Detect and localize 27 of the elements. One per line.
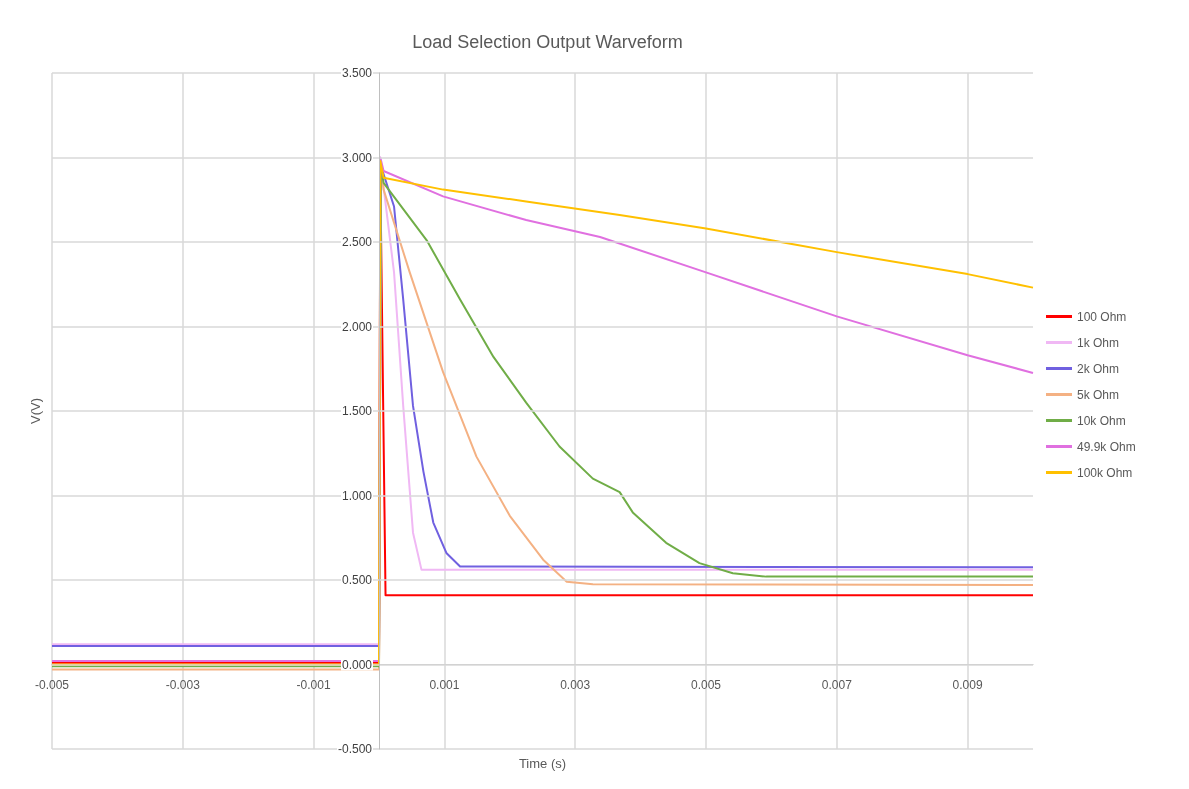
y-tick-label: 0.000	[341, 657, 373, 672]
y-tick-label: 2.000	[341, 319, 373, 334]
x-tick-label: -0.003	[165, 677, 201, 692]
x-tick-label: 0.009	[952, 677, 983, 692]
x-tick-label: 0.001	[429, 677, 460, 692]
x-axis-title: Time (s)	[518, 756, 567, 771]
y-tick-label: 2.500	[341, 235, 373, 249]
x-tick-label: -0.005	[34, 677, 70, 692]
x-tick-label: 0.005	[690, 677, 722, 692]
y-tick-label: 0.500	[341, 573, 373, 587]
legend-label: 100k Ohm	[1077, 465, 1133, 480]
legend-label: 100 Ohm	[1077, 309, 1127, 324]
y-tick-label: 3.500	[341, 66, 373, 80]
x-tick-label: 0.007	[821, 677, 853, 692]
legend-label: 5k Ohm	[1077, 387, 1120, 402]
x-tick-label: 0.003	[560, 677, 591, 692]
y-tick-label: 3.000	[341, 150, 373, 165]
legend-label: 1k Ohm	[1077, 335, 1120, 350]
chart-title: Load Selection Output Warveform	[412, 32, 683, 52]
y-axis-title: V(V)	[28, 398, 43, 424]
y-tick-label: -0.500	[337, 742, 373, 756]
y-tick-label: 1.500	[341, 404, 373, 418]
y-tick-label: 1.000	[341, 488, 373, 503]
legend-label: 49.9k Ohm	[1077, 439, 1136, 454]
legend-label: 10k Ohm	[1077, 413, 1126, 428]
x-tick-label: -0.001	[296, 677, 331, 692]
legend-label: 2k Ohm	[1077, 361, 1120, 376]
